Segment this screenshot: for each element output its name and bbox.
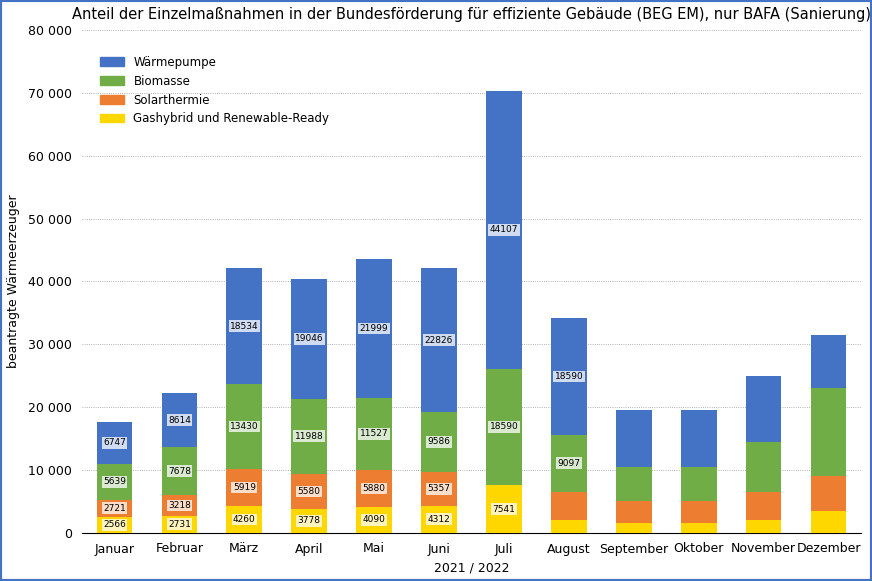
Bar — [227, 469, 262, 506]
Bar — [486, 485, 521, 533]
Bar — [357, 260, 392, 397]
Text: 4260: 4260 — [233, 515, 255, 524]
Text: 7541: 7541 — [493, 504, 515, 514]
Text: 5880: 5880 — [363, 484, 385, 493]
Bar — [811, 511, 847, 533]
Text: 4090: 4090 — [363, 515, 385, 525]
Text: 21999: 21999 — [360, 324, 388, 333]
Bar — [227, 268, 262, 385]
Bar — [681, 501, 717, 523]
Bar — [291, 279, 327, 399]
Bar — [551, 435, 587, 492]
Bar — [291, 474, 327, 509]
Bar — [97, 517, 133, 533]
Bar — [357, 507, 392, 533]
Bar — [97, 422, 133, 464]
Text: 18590: 18590 — [555, 372, 583, 381]
Text: 11988: 11988 — [295, 432, 324, 441]
Bar — [357, 470, 392, 507]
Text: 5580: 5580 — [297, 487, 321, 496]
Text: 9097: 9097 — [557, 459, 581, 468]
Bar — [746, 492, 781, 520]
Bar — [811, 476, 847, 511]
Y-axis label: beantragte Wärmeerzeuger: beantragte Wärmeerzeuger — [7, 195, 20, 368]
Bar — [551, 492, 587, 520]
Text: 8614: 8614 — [168, 415, 191, 425]
Bar — [161, 496, 197, 515]
Bar — [161, 515, 197, 533]
Bar — [291, 509, 327, 533]
Text: 3218: 3218 — [168, 501, 191, 510]
Bar — [291, 399, 327, 474]
Text: 9586: 9586 — [427, 437, 451, 446]
Text: 13430: 13430 — [230, 422, 259, 431]
Bar — [551, 318, 587, 435]
Text: 22826: 22826 — [425, 336, 453, 345]
Bar — [357, 397, 392, 470]
Text: 18534: 18534 — [230, 322, 259, 331]
Text: 11527: 11527 — [360, 429, 388, 439]
Text: 3778: 3778 — [297, 517, 321, 525]
Bar — [551, 520, 587, 533]
Bar — [681, 467, 717, 501]
Bar — [811, 388, 847, 476]
Text: 5357: 5357 — [427, 485, 451, 493]
Bar — [486, 368, 521, 485]
Text: 18590: 18590 — [489, 422, 518, 432]
Text: 5919: 5919 — [233, 483, 255, 492]
Bar — [746, 442, 781, 492]
Text: 2566: 2566 — [103, 520, 126, 529]
Bar — [161, 393, 197, 447]
Text: 44107: 44107 — [490, 225, 518, 235]
Bar — [616, 410, 651, 467]
Bar — [746, 376, 781, 442]
Bar — [161, 447, 197, 496]
Bar — [746, 520, 781, 533]
Text: 19046: 19046 — [295, 334, 324, 343]
Bar — [616, 523, 651, 533]
Bar — [97, 500, 133, 517]
Text: 2721: 2721 — [103, 504, 126, 512]
Bar — [227, 506, 262, 533]
Text: 5639: 5639 — [103, 478, 126, 486]
Bar — [681, 410, 717, 467]
Bar — [421, 472, 457, 505]
Text: 6747: 6747 — [103, 439, 126, 447]
Title: Anteil der Einzelmaßnahmen in der Bundesförderung für effiziente Gebäude (BEG EM: Anteil der Einzelmaßnahmen in der Bundes… — [72, 7, 871, 22]
Bar — [681, 523, 717, 533]
Text: 4312: 4312 — [427, 515, 451, 523]
Bar — [421, 412, 457, 472]
Bar — [616, 467, 651, 501]
X-axis label: 2021 / 2022: 2021 / 2022 — [433, 561, 509, 574]
Bar — [97, 464, 133, 500]
Bar — [421, 268, 457, 412]
Bar — [616, 501, 651, 523]
Bar — [486, 91, 521, 368]
Text: 2731: 2731 — [168, 519, 191, 529]
Bar — [227, 385, 262, 469]
Bar — [421, 505, 457, 533]
Legend: Wärmepumpe, Biomasse, Solarthermie, Gashybrid und Renewable-Ready: Wärmepumpe, Biomasse, Solarthermie, Gash… — [96, 51, 334, 130]
Text: 7678: 7678 — [168, 467, 191, 476]
Bar — [811, 335, 847, 388]
